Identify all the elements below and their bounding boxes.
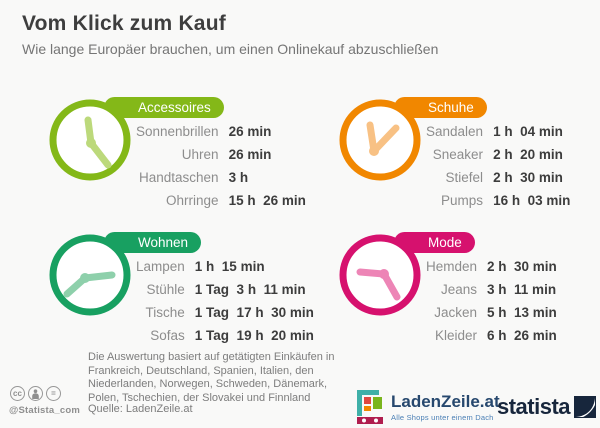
cc-by-person-icon <box>28 386 43 401</box>
section-mode: Mode Hemden 2 h 30 min Jeans 3 h 11 min … <box>338 229 600 361</box>
item-label: Ohrringe <box>166 193 219 208</box>
item-value: 16 h 03 min <box>493 193 571 208</box>
clock-icon-mode <box>339 234 421 316</box>
item-label: Sandalen <box>426 124 484 139</box>
item-value: 2 h 20 min <box>493 147 563 162</box>
item-value: 26 min <box>228 147 272 162</box>
clock-icon-accessoires <box>49 99 131 181</box>
category-badge-wohnen: Wohnen <box>104 232 202 253</box>
shopping-cart-icon <box>357 390 383 424</box>
item-label: Jacken <box>434 305 478 320</box>
category-badge-accessoires: Accessoires <box>104 97 224 118</box>
page-title: Vom Klick zum Kauf <box>22 12 226 35</box>
clock-icon-schuhe <box>339 99 421 181</box>
statista-logo: statista <box>497 394 597 420</box>
item-value: 1 Tag 17 h 30 min <box>194 305 314 320</box>
item-value: 5 h 13 min <box>487 305 557 320</box>
cc-nd-equals-icon: = <box>46 386 61 401</box>
ladenzeile-logo: LadenZeile.at Alle Shops unter einem Dac… <box>357 390 500 424</box>
item-label: Kleider <box>435 328 478 343</box>
section-accessoires: Accessoires Sonnenbrillen 26 min Uhren 2… <box>48 94 316 226</box>
item-value: 1 h 15 min <box>194 259 265 274</box>
item-label: Sofas <box>150 328 185 343</box>
item-label: Jeans <box>441 282 478 297</box>
item-label: Uhren <box>181 147 219 162</box>
item-value: 1 h 04 min <box>493 124 563 139</box>
item-value: 1 Tag 19 h 20 min <box>194 328 314 343</box>
item-value: 3 h 11 min <box>487 282 557 297</box>
source-line: Quelle: LadenZeile.at <box>88 403 193 415</box>
category-badge-schuhe: Schuhe <box>394 97 487 118</box>
ladenzeile-wordmark: LadenZeile.at <box>391 392 500 411</box>
page-subtitle: Wie lange Europäer brauchen, um einen On… <box>22 41 439 57</box>
duration-list-mode: Hemden 2 h 30 min Jeans 3 h 11 min Jacke… <box>426 255 557 347</box>
section-wohnen: Wohnen Lampen 1 h 15 min Stühle 1 Tag 3 … <box>48 229 316 361</box>
category-badge-mode: Mode <box>394 232 475 253</box>
item-label: Pumps <box>441 193 484 208</box>
section-schuhe: Schuhe Sandalen 1 h 04 min Sneaker 2 h 2… <box>338 94 600 226</box>
duration-list-wohnen: Lampen 1 h 15 min Stühle 1 Tag 3 h 11 mi… <box>136 255 314 347</box>
item-value: 2 h 30 min <box>487 259 557 274</box>
item-label: Sonnenbrillen <box>136 124 219 139</box>
item-value: 26 min <box>228 124 272 139</box>
item-label: Tische <box>145 305 185 320</box>
duration-list-schuhe: Sandalen 1 h 04 min Sneaker 2 h 20 min S… <box>426 120 570 212</box>
statista-flag-icon <box>574 396 597 418</box>
item-value: 3 h <box>228 170 249 185</box>
ladenzeile-tagline: Alle Shops unter einem Dach <box>391 413 494 422</box>
item-value: 6 h 26 min <box>487 328 557 343</box>
item-label: Hemden <box>426 259 478 274</box>
twitter-handle: @Statista_com <box>9 405 80 416</box>
item-value: 2 h 30 min <box>493 170 563 185</box>
cc-icon: cc <box>10 386 25 401</box>
item-label: Sneaker <box>432 147 484 162</box>
item-label: Lampen <box>136 259 185 274</box>
item-value: 1 Tag 3 h 11 min <box>194 282 306 297</box>
item-label: Handtaschen <box>139 170 219 185</box>
license-icons: cc = <box>10 386 61 401</box>
statista-wordmark: statista <box>497 394 571 419</box>
duration-list-accessoires: Sonnenbrillen 26 min Uhren 26 min Handta… <box>136 120 306 212</box>
item-label: Stiefel <box>445 170 484 185</box>
item-label: Stühle <box>146 282 185 297</box>
methodology-note: Die Auswertung basiert auf getätigten Ei… <box>88 351 335 404</box>
clock-icon-wohnen <box>49 234 131 316</box>
item-value: 15 h 26 min <box>228 193 306 208</box>
